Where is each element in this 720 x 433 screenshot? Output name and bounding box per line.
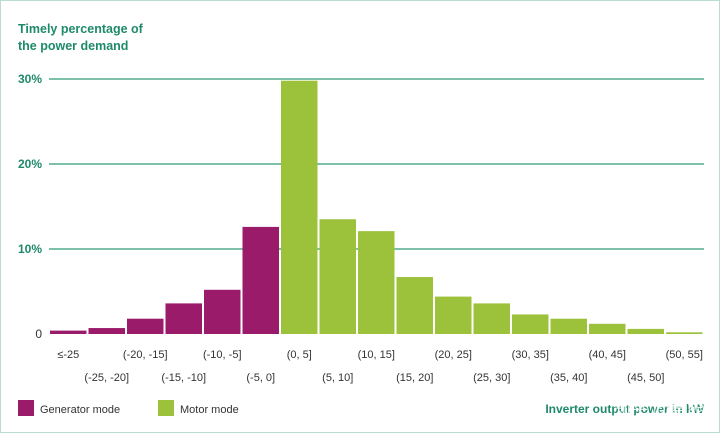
- x-tick-label: ≤-25: [57, 349, 79, 361]
- bar: [127, 318, 164, 334]
- bar: [627, 328, 664, 334]
- x-tick-label: (25, 30]: [473, 372, 510, 384]
- legend: Generator mode Motor mode: [18, 400, 239, 416]
- y-axis-title-line-2: the power demand: [18, 39, 128, 53]
- bar: [165, 303, 202, 334]
- x-tick-label: (-5, 0]: [246, 372, 275, 384]
- x-tick-label: (-10, -5]: [203, 349, 242, 361]
- legend-swatch-motor: [158, 400, 174, 416]
- bar: [88, 328, 125, 334]
- bar: [512, 314, 549, 334]
- x-tick-label: (10, 15]: [358, 349, 395, 361]
- x-tick-label: (-25, -20]: [84, 372, 129, 384]
- x-axis-title: Inverter output power in kW: [545, 402, 704, 416]
- bar: [550, 318, 587, 334]
- y-tick-label: 30%: [18, 72, 42, 86]
- x-tick-label: (-20, -15]: [123, 349, 168, 361]
- bar: [435, 296, 472, 334]
- bar: [204, 289, 241, 334]
- x-tick-label: (50, 55]: [666, 349, 703, 361]
- legend-swatch-generator: [18, 400, 34, 416]
- bar: [589, 323, 626, 334]
- bar: [666, 332, 703, 334]
- bar: [242, 226, 279, 334]
- gridlines: [49, 78, 704, 250]
- y-tick-label: 10%: [18, 242, 42, 256]
- x-tick-label: (20, 25]: [435, 349, 472, 361]
- x-tick-label: (30, 35]: [512, 349, 549, 361]
- x-tick-label: (45, 50]: [627, 372, 664, 384]
- bar: [50, 330, 87, 334]
- bar: [473, 303, 510, 334]
- y-tick-label: 0: [35, 327, 42, 341]
- bar: [396, 277, 433, 334]
- bars: [50, 80, 703, 334]
- y-axis-title-line-1: Timely percentage of: [18, 22, 144, 36]
- bar: [358, 231, 395, 334]
- y-tick-label: 20%: [18, 157, 42, 171]
- x-tick-label: (35, 40]: [550, 372, 587, 384]
- x-tick-label: (0, 5]: [287, 349, 312, 361]
- y-tick-labels: 30% 20% 10% 0: [18, 72, 42, 341]
- x-tick-labels: ≤-25 (-25, -20] (-20, -15] (-15, -10] (-10, …: [57, 349, 703, 384]
- x-tick-label: (15, 20]: [396, 372, 433, 384]
- watermark: 知乎 @舞能: [614, 400, 704, 419]
- legend-label-generator: Generator mode: [40, 404, 120, 416]
- bar: [281, 80, 318, 334]
- bar: [319, 219, 356, 334]
- x-tick-label: (-15, -10]: [161, 372, 206, 384]
- legend-label-motor: Motor mode: [180, 404, 239, 416]
- x-tick-label: (40, 45]: [589, 349, 626, 361]
- x-tick-label: (5, 10]: [322, 372, 353, 384]
